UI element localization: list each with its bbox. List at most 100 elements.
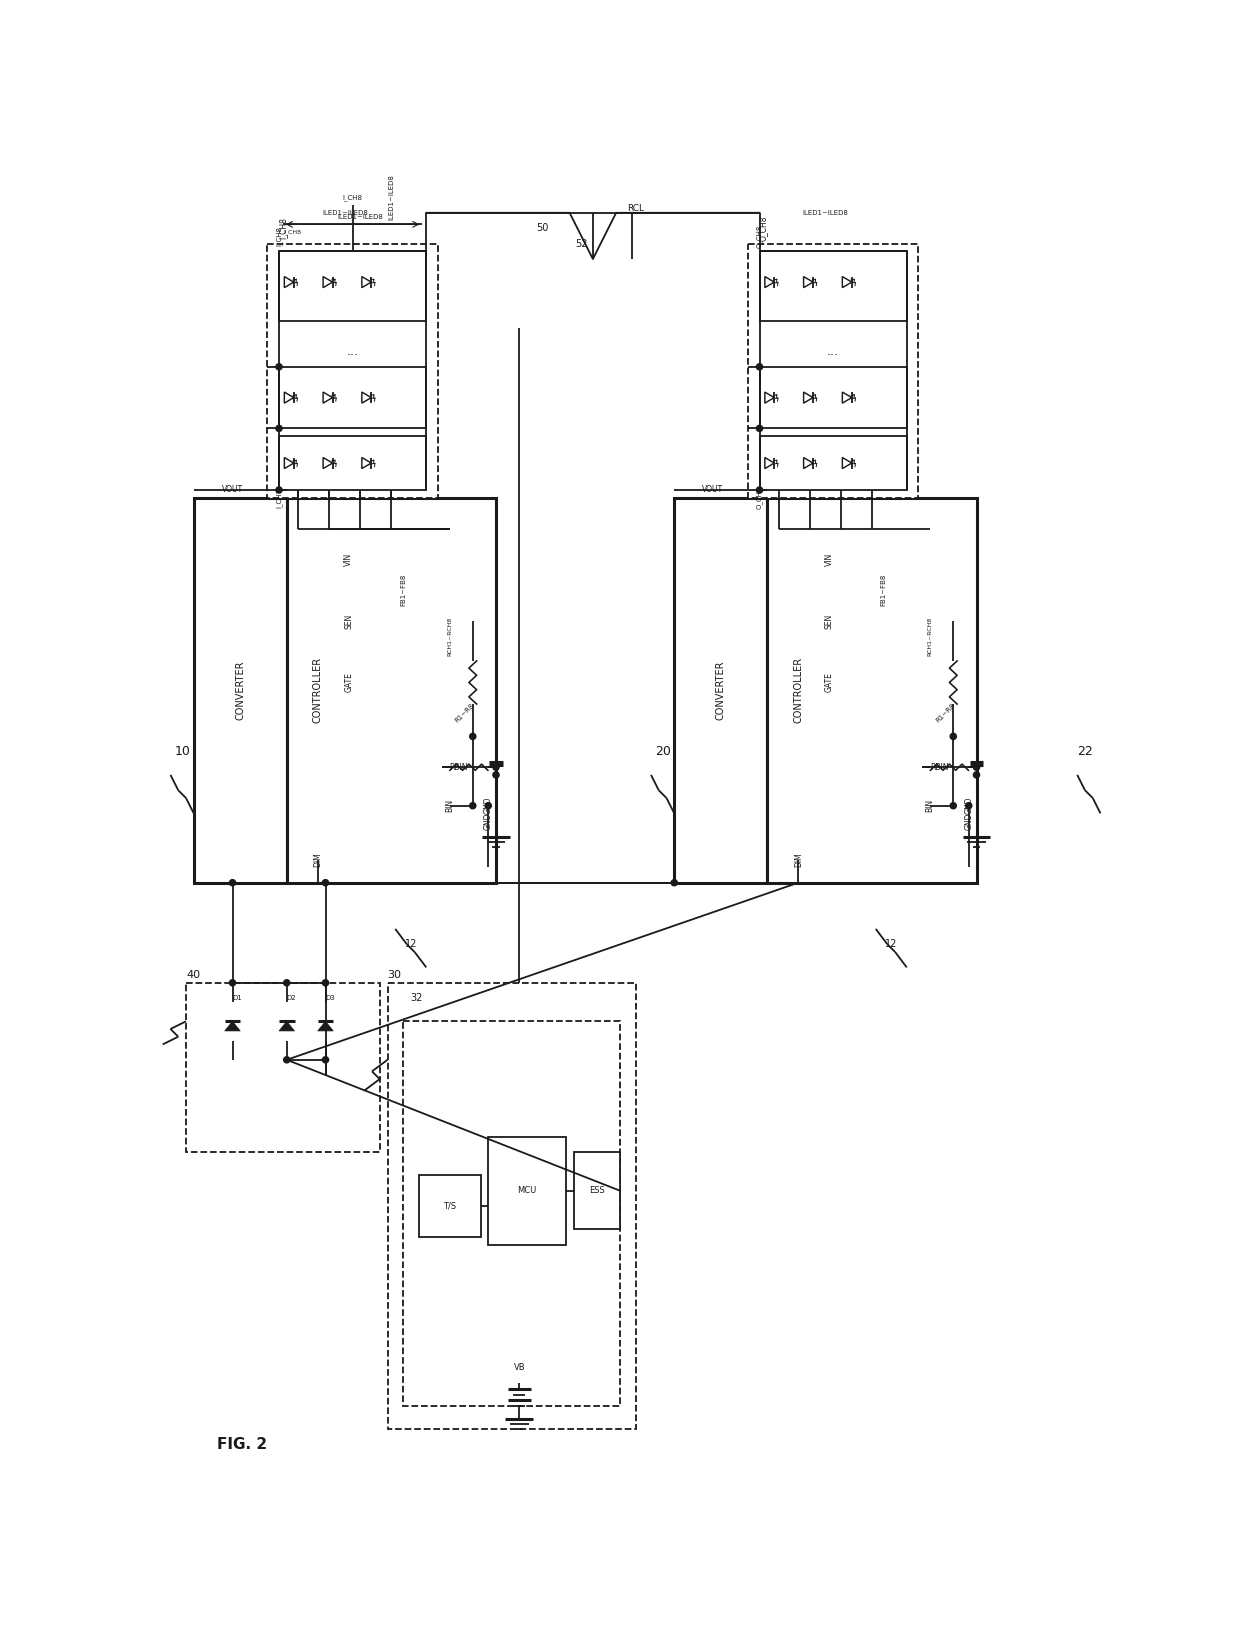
Polygon shape <box>842 457 852 469</box>
Text: CONVERTER: CONVERTER <box>715 660 725 721</box>
Polygon shape <box>362 276 371 288</box>
Circle shape <box>322 980 329 985</box>
Text: 32: 32 <box>410 994 423 1003</box>
Circle shape <box>671 880 677 885</box>
Text: RBIN: RBIN <box>449 763 467 772</box>
Text: FB1~FB8: FB1~FB8 <box>401 574 405 607</box>
Bar <box>759 436 906 490</box>
Bar <box>759 252 906 321</box>
Text: I_CH8: I_CH8 <box>275 225 283 245</box>
Text: O_CH1: O_CH1 <box>756 485 763 510</box>
Polygon shape <box>324 392 332 403</box>
Text: I_CH8: I_CH8 <box>342 194 362 201</box>
Text: ...: ... <box>827 345 839 359</box>
Circle shape <box>229 880 236 885</box>
Text: D2: D2 <box>286 995 296 1002</box>
Polygon shape <box>842 276 852 288</box>
Polygon shape <box>279 1022 295 1031</box>
Text: RCH1~RCH8: RCH1~RCH8 <box>446 617 453 656</box>
Bar <box>573 1152 620 1229</box>
Text: I_CH8: I_CH8 <box>283 229 301 235</box>
Text: D3: D3 <box>325 995 335 1002</box>
Text: ILED1~ILED8: ILED1~ILED8 <box>388 174 394 220</box>
Text: R1~R8: R1~R8 <box>935 702 956 724</box>
Circle shape <box>275 364 283 370</box>
Text: VOUT: VOUT <box>222 485 243 495</box>
Circle shape <box>756 487 763 493</box>
Bar <box>279 252 427 321</box>
Polygon shape <box>804 392 813 403</box>
Text: 12: 12 <box>404 939 417 949</box>
Text: RCH1~RCH8: RCH1~RCH8 <box>928 617 932 656</box>
Text: I_CH8: I_CH8 <box>278 217 288 239</box>
Circle shape <box>756 426 763 431</box>
Circle shape <box>275 426 283 431</box>
Bar <box>186 982 379 1152</box>
Circle shape <box>492 765 498 770</box>
Text: D1: D1 <box>233 995 242 1002</box>
Bar <box>768 498 977 883</box>
Text: GND: GND <box>484 796 492 814</box>
Text: BIN: BIN <box>445 799 454 813</box>
Text: O_CH8: O_CH8 <box>756 224 763 248</box>
Circle shape <box>322 880 329 885</box>
Text: CONTROLLER: CONTROLLER <box>312 656 322 724</box>
Text: 22: 22 <box>1078 745 1092 758</box>
Text: SEN: SEN <box>825 614 833 628</box>
Text: 12: 12 <box>885 939 898 949</box>
Circle shape <box>492 772 498 778</box>
Text: VIN: VIN <box>825 553 833 566</box>
Text: 50: 50 <box>537 224 548 234</box>
Bar <box>759 367 906 428</box>
Text: VIN: VIN <box>345 553 353 566</box>
Polygon shape <box>804 457 813 469</box>
Text: ...: ... <box>347 345 358 359</box>
Polygon shape <box>804 276 813 288</box>
Text: FIG. 2: FIG. 2 <box>217 1438 267 1453</box>
Bar <box>387 982 635 1430</box>
Text: I_CH1: I_CH1 <box>275 487 283 508</box>
Bar <box>193 498 286 883</box>
Polygon shape <box>765 276 774 288</box>
Circle shape <box>966 803 972 809</box>
Text: O_CH8: O_CH8 <box>759 215 768 240</box>
Circle shape <box>485 803 491 809</box>
Bar <box>403 1022 620 1406</box>
Text: T/S: T/S <box>443 1201 456 1211</box>
Text: 30: 30 <box>387 971 402 980</box>
Polygon shape <box>284 276 294 288</box>
Circle shape <box>470 803 476 809</box>
Bar <box>489 1137 565 1245</box>
Bar <box>279 367 427 428</box>
Text: GATE: GATE <box>825 673 833 693</box>
Circle shape <box>756 364 763 370</box>
Bar <box>279 436 427 490</box>
Text: 40: 40 <box>186 971 200 980</box>
Polygon shape <box>324 457 332 469</box>
Text: R1~R8: R1~R8 <box>454 702 476 724</box>
Circle shape <box>950 734 956 740</box>
Bar <box>748 243 919 498</box>
Text: RCL: RCL <box>627 204 644 214</box>
Text: 52: 52 <box>575 239 588 248</box>
Text: 20: 20 <box>655 745 671 758</box>
Text: GND: GND <box>965 796 973 814</box>
Polygon shape <box>842 392 852 403</box>
Text: VOUT: VOUT <box>702 485 724 495</box>
Circle shape <box>470 734 476 740</box>
Text: GND: GND <box>965 813 973 829</box>
Text: ESS: ESS <box>589 1186 605 1196</box>
Text: BIN: BIN <box>925 799 935 813</box>
Text: 10: 10 <box>174 745 190 758</box>
Circle shape <box>973 765 980 770</box>
Text: GND: GND <box>484 813 492 829</box>
Text: RBIN: RBIN <box>930 763 949 772</box>
Polygon shape <box>765 457 774 469</box>
Bar <box>268 243 438 498</box>
Text: GATE: GATE <box>345 673 353 693</box>
Bar <box>286 498 496 883</box>
Text: SEN: SEN <box>345 614 353 628</box>
Circle shape <box>284 980 290 985</box>
Text: DIM: DIM <box>314 852 322 867</box>
Text: MCU: MCU <box>517 1186 537 1196</box>
